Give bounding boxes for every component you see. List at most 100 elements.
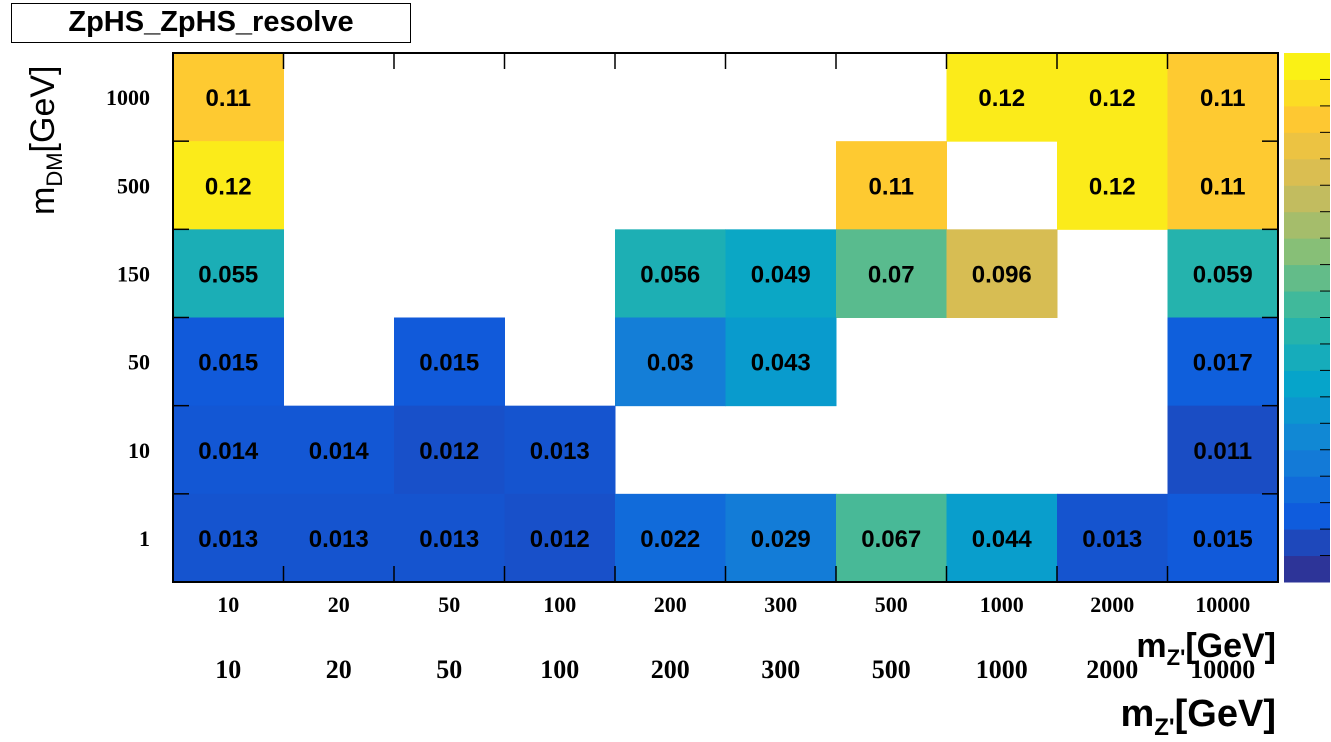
heatmap-cell: [283, 493, 395, 583]
x-tick-label: 100: [543, 592, 576, 617]
x-tick-labels: 10 20 50 100 200 300 500 1000 2000 10000: [217, 592, 1250, 617]
cell-value-label: 0.096: [972, 261, 1032, 288]
heatmap-cell: [504, 493, 616, 583]
y-tick-label: 50: [128, 350, 150, 375]
colorbar-segment: [1284, 158, 1330, 186]
colorbar-segment: [1284, 238, 1330, 266]
cell-value-label: 0.03: [647, 350, 694, 377]
colorbar-segment: [1284, 555, 1330, 583]
cell-value-label: 0.055: [198, 261, 258, 288]
heatmap-cell: [946, 493, 1058, 583]
cell-value-label: 0.056: [640, 261, 700, 288]
x-tick-label: 2000: [1090, 592, 1134, 617]
cell-labels: 0.11 0.12 0.12 0.11 0.12 0.11 0.12 0.11 0.055 0.0…: [198, 85, 1253, 553]
heatmap-cell: [946, 229, 1058, 318]
heatmap-cell: [615, 229, 726, 318]
colorbar-segment: [1284, 396, 1330, 424]
colorbar-segment: [1284, 53, 1330, 80]
cell-value-label: 0.059: [1193, 261, 1253, 288]
cell-value-label: 0.012: [530, 526, 590, 553]
cell-value-label: 0.11: [1200, 173, 1245, 200]
heatmap-cell: [173, 493, 284, 583]
heatmap-cell: [1057, 141, 1168, 230]
x-tick-label-duplicate: 100: [540, 655, 579, 684]
x-tick-label-duplicate: 2000: [1086, 655, 1138, 684]
cell-value-label: 0.017: [1193, 350, 1253, 377]
y-tick-label: 150: [117, 261, 150, 286]
x-tick-label: 20: [328, 592, 350, 617]
heatmap-cell: [836, 141, 947, 230]
cell-value-label: 0.013: [198, 526, 258, 553]
heatmap-cell: [836, 493, 947, 583]
cell-value-label: 0.067: [861, 526, 921, 553]
cell-value-label: 0.07: [868, 261, 915, 288]
x-tick-label: 200: [654, 592, 687, 617]
y-tick-label: 10: [128, 438, 150, 463]
cell-value-label: 0.014: [309, 438, 370, 465]
colorbar-segment: [1284, 211, 1330, 239]
color-scale-bar: [1284, 53, 1330, 583]
x-axis-title-duplicate: mZ'[GeV]: [1120, 693, 1276, 741]
x-tick-label-duplicate: 200: [651, 655, 690, 684]
heatmap-cell: [1057, 53, 1168, 142]
heatmap-cell: [173, 317, 284, 407]
x-tick-label: 10: [217, 592, 239, 617]
heatmap-cell: [1167, 405, 1279, 495]
chart-title: ZpHS_ZpHS_resolve: [11, 3, 411, 43]
heatmap-cell: [394, 405, 505, 495]
x-tick-label-duplicate: 500: [872, 655, 911, 684]
heatmap-cell: [615, 493, 726, 583]
heatmap-cell: [173, 405, 284, 495]
cell-value-label: 0.049: [751, 261, 811, 288]
heatmap-cell: [394, 493, 505, 583]
x-tick-labels-duplicate: 10 20 50 100 200 300 500 1000 2000 10000: [215, 655, 1255, 684]
cell-value-label: 0.12: [205, 173, 252, 200]
x-tick-label-duplicate: 300: [761, 655, 800, 684]
cell-value-label: 0.11: [1200, 85, 1245, 112]
heatmap-cell: [1167, 53, 1279, 142]
colorbar-segment: [1284, 105, 1330, 133]
cell-value-label: 0.022: [640, 526, 700, 553]
x-tick-label-duplicate: 1000: [976, 655, 1028, 684]
heatmap-cell: [1167, 229, 1279, 318]
heatmap-cell: [615, 317, 726, 407]
x-tick-label: 1000: [980, 592, 1024, 617]
x-tick-label: 50: [438, 592, 460, 617]
x-tick-label-duplicate: 50: [436, 655, 462, 684]
cell-value-label: 0.043: [751, 350, 811, 377]
x-tick-label: 300: [764, 592, 797, 617]
heatmap-cell: [725, 493, 837, 583]
colorbar-segment: [1284, 423, 1330, 451]
heatmap-cell: [1057, 493, 1168, 583]
colorbar-segment: [1284, 264, 1330, 292]
colorbar-segment: [1284, 185, 1330, 213]
colorbar-segment: [1284, 449, 1330, 477]
colorbar-segment: [1284, 370, 1330, 398]
colorbar-segment: [1284, 317, 1330, 345]
cell-value-label: 0.013: [530, 438, 590, 465]
cell-value-label: 0.11: [869, 173, 914, 200]
cell-value-label: 0.044: [972, 526, 1033, 553]
colorbar-segment: [1284, 291, 1330, 318]
heatmap-cell: [1167, 493, 1279, 583]
y-axis-title: mDM[GeV]: [24, 66, 67, 215]
cell-value-label: 0.013: [1082, 526, 1142, 553]
heatmap-cell: [836, 229, 947, 318]
colorbar-segment: [1284, 529, 1330, 557]
heatmap-cell: [946, 53, 1058, 142]
x-tick-label-duplicate: 10000: [1190, 655, 1255, 684]
heatmap-cell: [173, 141, 284, 230]
cell-value-label: 0.013: [309, 526, 369, 553]
colorbar-segment: [1284, 79, 1330, 107]
colorbar-segment: [1284, 132, 1330, 160]
y-tick-label: 1: [139, 526, 150, 551]
heatmap-cell: [725, 229, 837, 318]
colorbar-segment: [1284, 343, 1330, 371]
cell-value-label: 0.12: [978, 85, 1025, 112]
x-tick-label: 500: [875, 592, 908, 617]
cell-value-label: 0.013: [419, 526, 479, 553]
x-tick-label-duplicate: 20: [326, 655, 352, 684]
heatmap-cell: [725, 317, 837, 407]
cell-value-label: 0.029: [751, 526, 811, 553]
